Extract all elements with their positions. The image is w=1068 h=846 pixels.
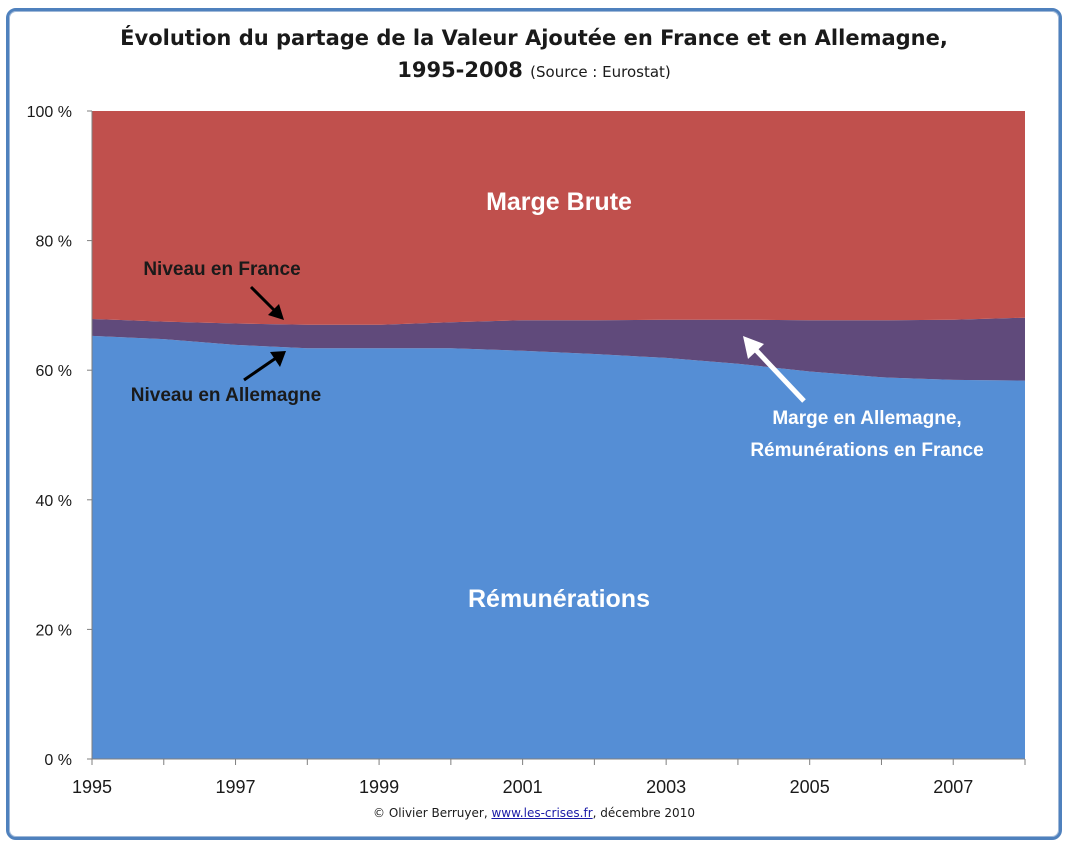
x-tick-label: 2005 <box>790 777 830 797</box>
label-remunerations: Rémunérations <box>468 585 650 613</box>
x-tick-label: 1999 <box>359 777 399 797</box>
chart-title-line2: 1995-2008 (Source : Eurostat) <box>0 54 1068 88</box>
x-tick-label: 2001 <box>503 777 543 797</box>
axes-group <box>87 110 1026 765</box>
chart-title-years: 1995-2008 <box>397 58 523 82</box>
arrow-niveau-allemagne <box>243 351 286 382</box>
y-tick-label: 60 % <box>36 363 72 380</box>
y-tick-label: 20 % <box>36 622 72 639</box>
area-series-0 <box>92 335 1025 759</box>
label-marge-allemagne-line2: Rémunérations en France <box>750 440 983 461</box>
y-tick-label: 100 % <box>27 104 72 121</box>
y-tick-label: 0 % <box>44 752 72 769</box>
area-series-2 <box>92 111 1025 325</box>
label-niveau-allemagne: Niveau en Allemagne <box>131 385 321 406</box>
x-tick-label: 2007 <box>933 777 973 797</box>
footer-suffix: , décembre 2010 <box>592 806 695 820</box>
chart-title-line1: Évolution du partage de la Valeur Ajouté… <box>120 26 948 50</box>
annotations-group: Marge Brute Rémunérations Niveau en Fran… <box>131 188 984 613</box>
x-tick-label: 1997 <box>216 777 256 797</box>
chart-title: Évolution du partage de la Valeur Ajouté… <box>0 22 1068 88</box>
label-marge-allemagne-line1: Marge en Allemagne, <box>772 408 961 429</box>
footer-credit: © Olivier Berruyer, www.les-crises.fr, d… <box>0 806 1068 820</box>
tick-labels-group: 0 % 20 % 40 % 60 % 80 % 100 % 1995 1997 1999 2001… <box>27 104 974 797</box>
chart-title-source: (Source : Eurostat) <box>530 63 671 81</box>
footer-prefix: © Olivier Berruyer, <box>373 806 492 820</box>
label-marge-brute: Marge Brute <box>486 188 632 216</box>
y-tick-label: 40 % <box>36 493 72 510</box>
area-series-1 <box>92 317 1025 381</box>
footer-link[interactable]: www.les-crises.fr <box>491 806 593 820</box>
y-tick-label: 80 % <box>36 234 72 251</box>
arrow-marge-allemagne <box>743 336 806 403</box>
arrow-niveau-france <box>249 285 284 320</box>
x-tick-label: 1995 <box>72 777 112 797</box>
area-series-group <box>92 111 1025 759</box>
label-niveau-france: Niveau en France <box>143 259 300 280</box>
x-tick-label: 2003 <box>646 777 686 797</box>
